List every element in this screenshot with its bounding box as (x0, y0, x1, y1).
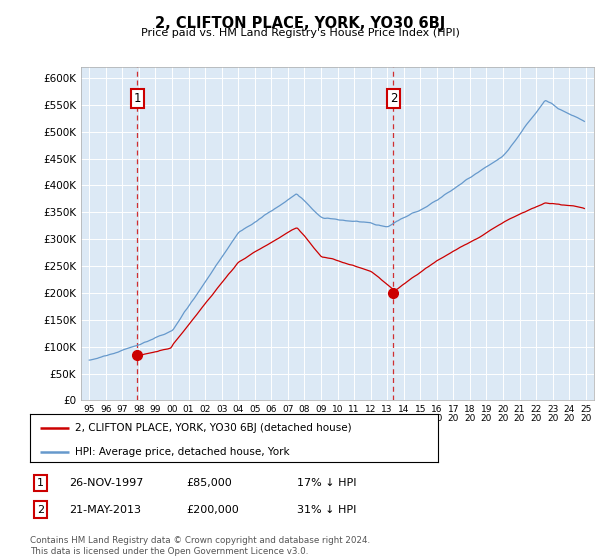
Text: 1: 1 (134, 92, 141, 105)
Text: 1: 1 (37, 478, 44, 488)
Text: 17% ↓ HPI: 17% ↓ HPI (297, 478, 356, 488)
Text: 31% ↓ HPI: 31% ↓ HPI (297, 505, 356, 515)
Text: £85,000: £85,000 (186, 478, 232, 488)
Text: Price paid vs. HM Land Registry's House Price Index (HPI): Price paid vs. HM Land Registry's House … (140, 28, 460, 38)
Text: 2: 2 (389, 92, 397, 105)
Text: 26-NOV-1997: 26-NOV-1997 (69, 478, 143, 488)
Text: Contains HM Land Registry data © Crown copyright and database right 2024.
This d: Contains HM Land Registry data © Crown c… (30, 536, 370, 556)
Text: HPI: Average price, detached house, York: HPI: Average price, detached house, York (75, 446, 290, 456)
Text: 2, CLIFTON PLACE, YORK, YO30 6BJ: 2, CLIFTON PLACE, YORK, YO30 6BJ (155, 16, 445, 31)
Text: 21-MAY-2013: 21-MAY-2013 (69, 505, 141, 515)
Text: 2: 2 (37, 505, 44, 515)
Text: £200,000: £200,000 (186, 505, 239, 515)
Text: 2, CLIFTON PLACE, YORK, YO30 6BJ (detached house): 2, CLIFTON PLACE, YORK, YO30 6BJ (detach… (75, 423, 352, 433)
